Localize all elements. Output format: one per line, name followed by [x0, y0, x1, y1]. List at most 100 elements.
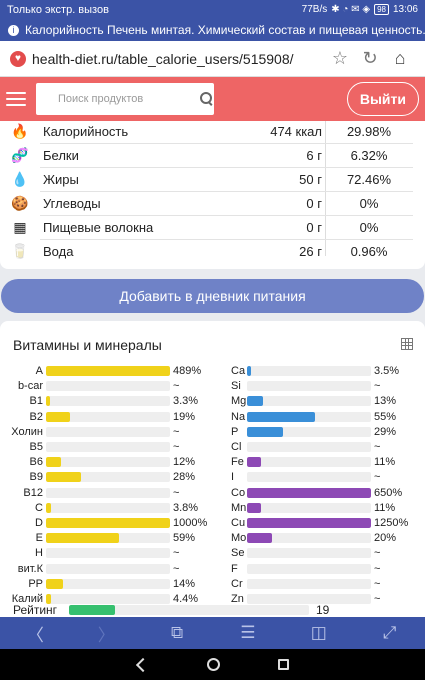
- nutrient-value: 3.5%: [374, 365, 400, 377]
- nutrient-amount: 0 г: [306, 219, 322, 235]
- vitamin-row: b-car ~: [0, 379, 425, 393]
- network-speed: 77B/s: [301, 4, 328, 15]
- level-bar: [46, 411, 170, 422]
- logout-button[interactable]: Выйти: [346, 82, 419, 116]
- fiber-icon: ▦: [13, 219, 27, 235]
- nutrient-value: ~: [374, 593, 381, 605]
- nutrient-label: I: [231, 471, 235, 484]
- tabs-icon[interactable]: ⧉: [170, 623, 184, 642]
- level-bar-fill: [247, 426, 283, 437]
- level-bar-fill: [46, 533, 120, 544]
- home-icon[interactable]: ⌂: [394, 48, 406, 68]
- search-input[interactable]: [58, 93, 200, 105]
- nutrient-label: Si: [231, 380, 241, 393]
- nutrient-value: ~: [173, 547, 180, 560]
- nutrient-name: Пищевые волокна: [43, 219, 154, 235]
- nutrient-row: 🔥 Калорийность 474 ккал 29.98%: [0, 121, 425, 143]
- system-recents-icon[interactable]: [277, 659, 289, 670]
- menu-icon[interactable]: ☰: [240, 623, 256, 642]
- vitamins-title: Витамины и минералы: [13, 337, 162, 353]
- level-bar-fill: [247, 366, 252, 376]
- level-bar-fill: [46, 518, 170, 528]
- nutrient-value: ~: [374, 471, 381, 484]
- nutrient-name: Калорийность: [43, 123, 129, 139]
- nutrient-value: ~: [173, 380, 180, 393]
- nutrient-value: 59%: [173, 532, 196, 545]
- nutrient-value: ~: [374, 577, 381, 590]
- system-back-icon[interactable]: [137, 659, 149, 671]
- nutrient-label: B2: [29, 410, 43, 423]
- nutrient-value: 3.8%: [173, 501, 199, 514]
- level-bar: [247, 548, 371, 559]
- nutrient-label: H: [35, 547, 43, 560]
- vitamin-row: B12 ~: [0, 486, 425, 500]
- level-bar-fill: [46, 457, 61, 468]
- hamburger-menu-icon[interactable]: [6, 92, 26, 106]
- nutrient-value: ~: [173, 486, 180, 499]
- system-home-icon[interactable]: [206, 658, 220, 671]
- nutrient-percent: 0.96%: [350, 243, 388, 259]
- level-bar: [247, 518, 371, 528]
- nutrient-label: Mg: [231, 395, 247, 408]
- nutrient-value: 28%: [173, 471, 196, 484]
- fire-icon: 🔥: [11, 123, 29, 139]
- vitamin-row: B5 ~: [0, 440, 425, 454]
- reload-icon[interactable]: ↻: [362, 48, 378, 68]
- nutrient-row: ▦ Пищевые волокна 0 г 0%: [0, 215, 425, 239]
- forward-icon[interactable]: 〉: [97, 625, 115, 645]
- vitamin-row: E 59%: [0, 531, 425, 545]
- level-bar-fill: [46, 502, 51, 513]
- row-divider: [40, 215, 413, 216]
- level-bar: [247, 472, 371, 483]
- status-icons: 77B/s ✱ ◔ ✉ ◈ 98 13:06: [302, 4, 418, 15]
- level-bar: [46, 563, 170, 574]
- mineral-row: F ~: [0, 562, 425, 576]
- nutrient-value: ~: [374, 562, 381, 575]
- nutrient-label: B9: [29, 471, 43, 484]
- search-icon[interactable]: [200, 92, 212, 106]
- level-bar: [46, 442, 170, 452]
- level-bar: [247, 457, 371, 468]
- level-bar-fill: [46, 578, 64, 589]
- nutrient-name: Вода: [43, 243, 74, 259]
- mineral-row: Cl ~: [0, 440, 425, 454]
- vitamins-minerals-card: Витамины и минералы A 489% b-car ~ B1 3.3% B2 1…: [0, 321, 425, 621]
- nutrient-label: B12: [23, 486, 43, 499]
- row-divider: [40, 239, 413, 240]
- nutrient-label: B6: [29, 456, 43, 469]
- nutrient-value: 489%: [173, 365, 202, 377]
- back-icon[interactable]: 〈: [26, 625, 44, 645]
- water-glass-icon: 🥛: [11, 243, 29, 259]
- level-bar: [46, 502, 170, 513]
- level-bar: [46, 366, 170, 376]
- nutrient-label: E: [35, 532, 43, 545]
- protein-icon: 🧬: [11, 147, 29, 163]
- level-bar-fill: [46, 366, 170, 376]
- reader-mode-icon[interactable]: ◫: [310, 623, 327, 642]
- add-to-diary-button[interactable]: Добавить в дневник питания: [1, 279, 424, 313]
- table-view-icon[interactable]: [401, 338, 413, 350]
- nutrient-value: 4.4%: [173, 593, 199, 605]
- fullscreen-icon[interactable]: ⤢: [382, 623, 397, 642]
- nutrient-label: Co: [231, 486, 246, 499]
- mineral-row: Si ~: [0, 379, 425, 393]
- mineral-row: P 29%: [0, 425, 425, 439]
- level-bar: [46, 487, 170, 498]
- nutrient-label: PP: [28, 577, 43, 590]
- bookmark-star-icon[interactable]: ☆: [331, 48, 349, 68]
- nutrient-row: 💧 Жиры 50 г 72.46%: [0, 167, 425, 191]
- level-bar: [247, 442, 371, 452]
- level-bar: [46, 548, 170, 559]
- vitamin-row: B6 12%: [0, 455, 425, 469]
- status-bar: Только экстр. вызов 77B/s ✱ ◔ ✉ ◈ 98 13:…: [0, 0, 425, 19]
- nutrient-label: Mo: [231, 532, 247, 545]
- mineral-row: Se ~: [0, 546, 425, 560]
- nutrient-label: Mn: [231, 501, 247, 514]
- nutrient-value: 11%: [374, 456, 396, 469]
- page-title-bar[interactable]: i Калорийность Печень минтая. Химический…: [0, 19, 425, 41]
- level-bar: [247, 563, 371, 574]
- nutrient-value: ~: [173, 425, 180, 438]
- nutrient-label: Калий: [11, 593, 43, 605]
- url-text[interactable]: health-diet.ru/table_calorie_users/51590…: [32, 50, 294, 67]
- row-divider: [40, 167, 413, 168]
